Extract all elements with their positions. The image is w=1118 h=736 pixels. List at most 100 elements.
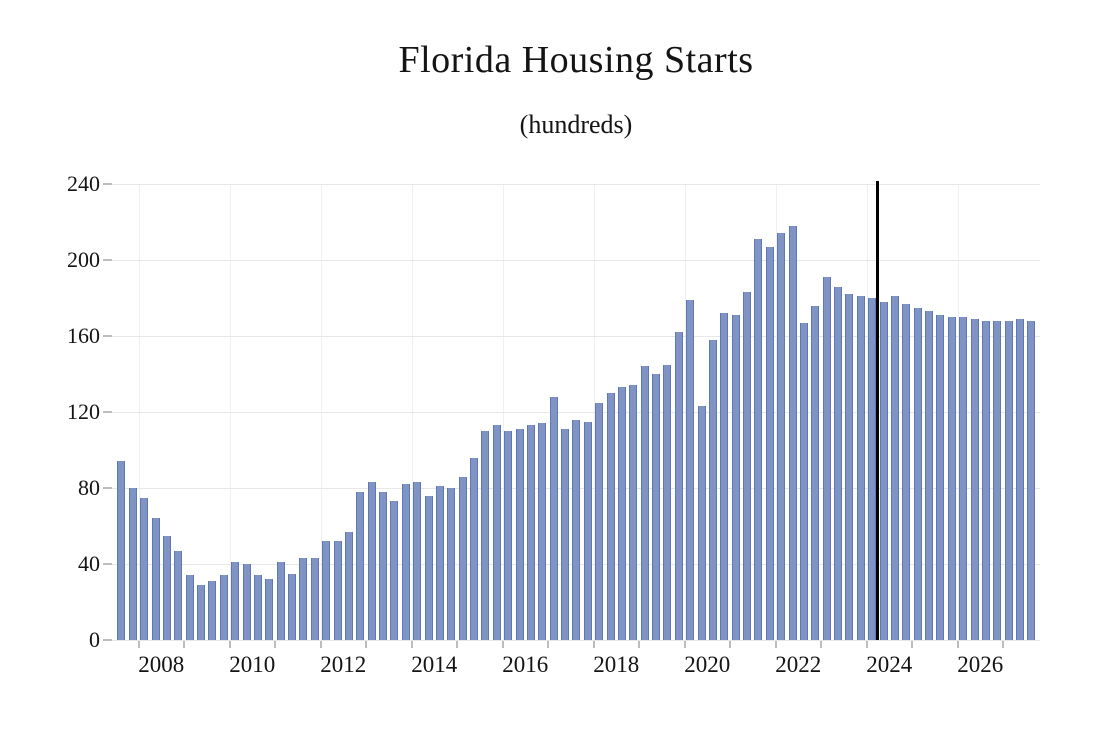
x-axis-tick	[729, 641, 731, 648]
x-axis-label: 2016	[502, 652, 549, 677]
quarter-bar	[617, 387, 626, 640]
x-axis-tick	[410, 641, 413, 648]
quarter-bar	[185, 575, 194, 640]
quarter-bar	[731, 315, 740, 640]
quarter-bar	[674, 332, 683, 640]
quarter-bar	[845, 294, 854, 640]
quarter-bar	[902, 303, 911, 640]
quarter-bar	[265, 579, 274, 640]
quarter-bar	[663, 364, 672, 640]
quarter-bar	[799, 322, 808, 640]
quarter-bar	[117, 461, 126, 640]
quarter-bar	[1004, 320, 1013, 640]
x-axis-tick	[911, 641, 913, 648]
quarter-bar	[720, 313, 729, 640]
quarter-bar	[743, 292, 752, 640]
y-axis-tick	[103, 259, 112, 261]
quarter-bar	[925, 311, 934, 640]
quarter-bar	[504, 431, 513, 640]
y-axis-label: 240	[67, 171, 100, 196]
quarter-bar	[299, 558, 308, 640]
quarter-bar	[288, 573, 297, 640]
quarter-bar	[390, 501, 399, 640]
quarter-bar	[515, 429, 524, 640]
quarter-bar	[697, 406, 706, 640]
quarter-bar	[868, 298, 877, 640]
x-axis-tick	[274, 641, 276, 648]
y-axis-label: 200	[67, 247, 100, 272]
x-axis-label: 2022	[775, 652, 822, 677]
y-axis-label: 160	[67, 323, 100, 348]
quarter-bar	[424, 495, 433, 640]
x-axis-label: 2024	[866, 652, 913, 677]
y-axis-label: 0	[89, 627, 100, 652]
quarter-bar	[606, 393, 615, 640]
x-axis-tick	[137, 641, 140, 648]
x-axis-label: 2010	[229, 652, 276, 677]
forecast-divider-line	[876, 181, 880, 640]
x-axis-tick	[683, 641, 686, 648]
quarter-bar	[595, 402, 604, 640]
quarter-bar	[561, 429, 570, 640]
quarter-bar	[140, 497, 149, 640]
horizontal-gridline	[112, 184, 1040, 185]
quarter-bar	[879, 301, 888, 640]
quarter-bar	[447, 488, 456, 640]
quarter-bar	[959, 317, 968, 640]
x-axis-label: 2008	[138, 652, 185, 677]
quarter-bar	[765, 246, 774, 640]
quarter-bar	[856, 296, 865, 640]
quarter-bar	[708, 339, 717, 640]
quarter-bar	[128, 488, 137, 640]
x-axis-tick	[638, 641, 640, 648]
quarter-bar	[652, 374, 661, 640]
quarter-bar	[583, 421, 592, 640]
y-axis-label: 120	[67, 399, 100, 424]
quarter-bar	[276, 562, 285, 640]
quarter-bar	[219, 575, 228, 640]
y-axis-tick	[103, 487, 112, 489]
quarter-bar	[470, 457, 479, 640]
y-axis-label: 40	[78, 551, 100, 576]
quarter-bar	[379, 491, 388, 640]
y-axis-label: 80	[78, 475, 100, 500]
quarter-bar	[435, 486, 444, 640]
quarter-bar	[492, 425, 501, 640]
x-axis-tick	[319, 641, 322, 648]
quarter-bar	[788, 225, 797, 640]
quarter-bar	[526, 425, 535, 640]
x-axis-label: 2014	[411, 652, 458, 677]
y-axis-tick	[103, 639, 112, 641]
x-axis-tick	[865, 641, 868, 648]
quarter-bar	[538, 423, 547, 640]
y-axis-tick	[103, 411, 112, 413]
x-axis-tick	[501, 641, 504, 648]
quarter-bar	[970, 318, 979, 640]
quarter-bar	[333, 541, 342, 640]
quarter-bar	[344, 531, 353, 640]
horizontal-gridline	[112, 336, 1040, 337]
quarter-bar	[777, 233, 786, 640]
quarter-bar	[947, 317, 956, 640]
quarter-bar	[310, 558, 319, 640]
x-axis-tick	[228, 641, 231, 648]
quarter-bar	[231, 562, 240, 640]
y-axis-tick	[103, 183, 112, 185]
quarter-bar	[936, 315, 945, 640]
quarter-bar	[572, 419, 581, 640]
x-axis-tick	[456, 641, 458, 648]
x-axis-tick	[183, 641, 185, 648]
quarter-bar	[356, 491, 365, 640]
quarter-bar	[629, 385, 638, 640]
quarter-bar	[174, 550, 183, 640]
y-axis-tick	[103, 335, 112, 337]
quarter-bar	[686, 299, 695, 640]
x-axis-label: 2020	[684, 652, 731, 677]
quarter-bar	[811, 305, 820, 640]
chart-title: Florida Housing Starts	[398, 39, 754, 81]
x-axis-tick	[365, 641, 367, 648]
horizontal-gridline	[112, 640, 1040, 641]
x-axis-label: 2012	[320, 652, 367, 677]
quarter-bar	[1027, 320, 1036, 640]
